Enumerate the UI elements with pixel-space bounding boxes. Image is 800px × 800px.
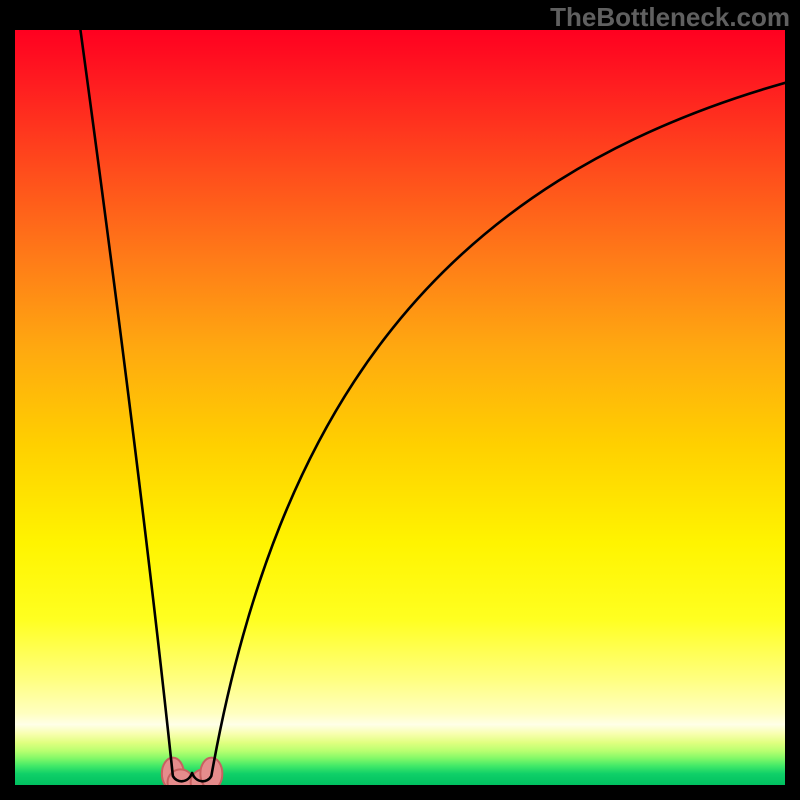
chart-stage: TheBottleneck.com [0, 0, 800, 800]
watermark-text: TheBottleneck.com [550, 2, 790, 33]
plot-area [15, 30, 785, 785]
curve-layer [15, 30, 785, 785]
bottleneck-curve [80, 30, 785, 781]
